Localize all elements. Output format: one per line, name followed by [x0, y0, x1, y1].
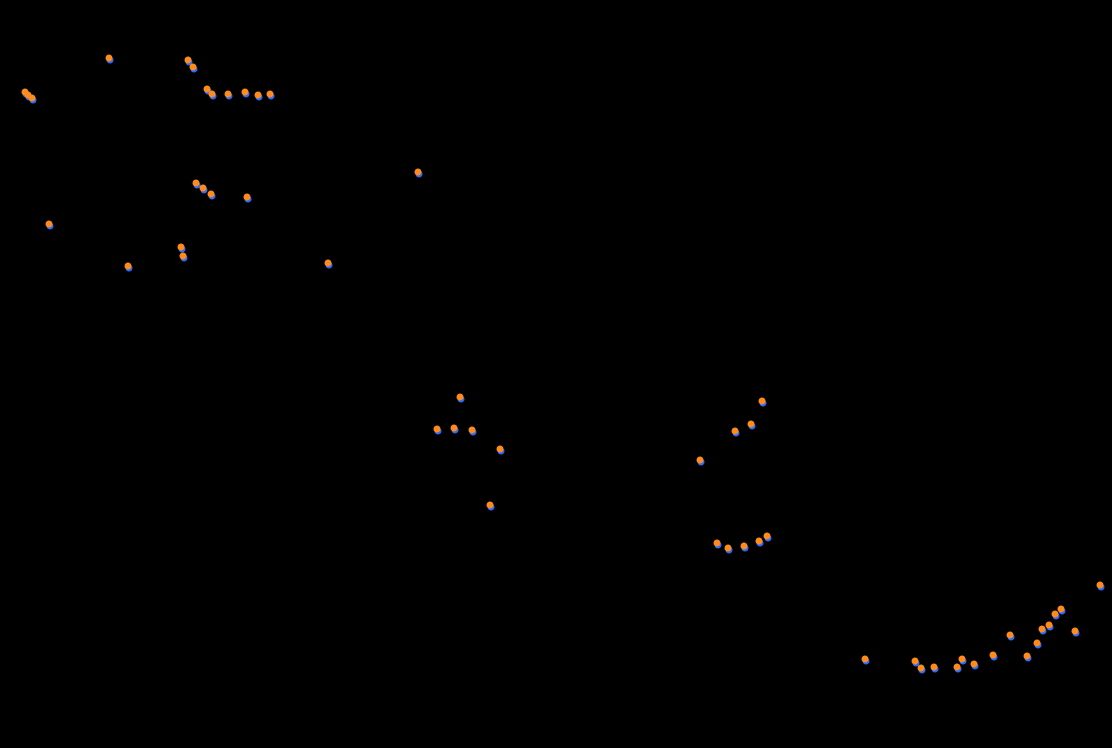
marker-dot [954, 664, 961, 671]
marker-dot [415, 169, 422, 176]
marker-dot [1052, 611, 1059, 618]
marker-dot [741, 543, 748, 550]
marker-dot [267, 91, 274, 98]
marker-dot [208, 191, 215, 198]
marker-dot [918, 665, 925, 672]
marker-dot [1034, 640, 1041, 647]
marker-dot [1039, 626, 1046, 633]
marker-dot [931, 664, 938, 671]
marker-dot [732, 428, 739, 435]
marker-dot [497, 446, 504, 453]
marker-dot [759, 398, 766, 405]
marker-dot [185, 57, 192, 64]
marker-dot [469, 427, 476, 434]
marker-dot [190, 64, 197, 71]
marker-dot [1046, 622, 1053, 629]
marker-dot [697, 457, 704, 464]
marker-dot [204, 86, 211, 93]
marker-dot [1097, 582, 1104, 589]
marker-dot [244, 194, 251, 201]
marker-dot [325, 260, 332, 267]
marker-dot [29, 95, 36, 102]
marker-dot [209, 91, 216, 98]
marker-dot [862, 656, 869, 663]
marker-dot [46, 221, 53, 228]
marker-dot [125, 263, 132, 270]
marker-dot [242, 89, 249, 96]
marker-dot [200, 185, 207, 192]
marker-dot [1007, 632, 1014, 639]
marker-dot [457, 394, 464, 401]
marker-dot [714, 540, 721, 547]
marker-dot [106, 55, 113, 62]
marker-dot [487, 502, 494, 509]
marker-dot [180, 253, 187, 260]
marker-dot [912, 658, 919, 665]
marker-dot [225, 91, 232, 98]
marker-dot [725, 545, 732, 552]
marker-dot [990, 652, 997, 659]
marker-dot [193, 180, 200, 187]
marker-dot [451, 425, 458, 432]
marker-dot [178, 244, 185, 251]
plot-background [0, 0, 1112, 748]
scatter-plot [0, 0, 1112, 748]
marker-dot [959, 656, 966, 663]
marker-dot [764, 533, 771, 540]
marker-dot [971, 661, 978, 668]
marker-dot [1024, 653, 1031, 660]
marker-dot [1072, 628, 1079, 635]
marker-dot [255, 92, 262, 99]
marker-dot [748, 421, 755, 428]
marker-dot [756, 538, 763, 545]
marker-dot [434, 426, 441, 433]
marker-dot [1058, 606, 1065, 613]
